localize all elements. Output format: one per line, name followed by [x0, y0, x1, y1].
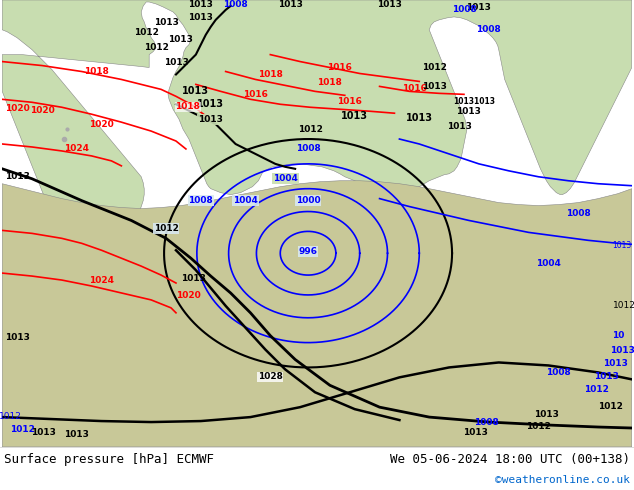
- Text: 1016: 1016: [402, 84, 427, 94]
- Text: 996: 996: [299, 247, 318, 256]
- Text: Surface pressure [hPa] ECMWF: Surface pressure [hPa] ECMWF: [4, 453, 214, 466]
- Text: 1020: 1020: [176, 291, 201, 300]
- Text: 1020: 1020: [89, 120, 114, 129]
- Text: 1016: 1016: [337, 98, 362, 106]
- Text: 1008: 1008: [295, 145, 320, 153]
- Text: 1013: 1013: [406, 113, 433, 123]
- Text: 1013: 1013: [188, 0, 213, 9]
- Text: 1012: 1012: [422, 63, 446, 72]
- Text: 1012: 1012: [0, 412, 22, 421]
- Text: 1024: 1024: [64, 144, 89, 153]
- Text: 1024: 1024: [89, 276, 114, 285]
- Text: 1013: 1013: [181, 274, 206, 283]
- Text: 1008: 1008: [476, 25, 501, 34]
- Text: 1013: 1013: [456, 107, 481, 116]
- Text: 1013: 1013: [534, 410, 559, 419]
- Text: 1013: 1013: [611, 345, 634, 355]
- Text: 1013: 1013: [612, 241, 632, 250]
- Text: 1028: 1028: [258, 372, 283, 381]
- Text: 1013: 1013: [278, 0, 302, 9]
- Text: 1020: 1020: [5, 104, 30, 113]
- Text: 1008: 1008: [474, 418, 499, 427]
- Text: 1013: 1013: [463, 428, 488, 437]
- Text: 1012: 1012: [153, 224, 179, 233]
- Text: 1012: 1012: [10, 425, 34, 434]
- Polygon shape: [2, 0, 632, 314]
- Text: 1013: 1013: [153, 18, 179, 27]
- Polygon shape: [2, 181, 632, 447]
- Text: 1013: 1013: [446, 122, 472, 131]
- Text: 1008: 1008: [188, 196, 213, 205]
- Text: We 05-06-2024 18:00 UTC (00+138): We 05-06-2024 18:00 UTC (00+138): [390, 453, 630, 466]
- Text: 1013: 1013: [422, 82, 446, 91]
- Text: 1013: 1013: [377, 0, 402, 9]
- Text: 1012: 1012: [144, 43, 169, 51]
- Text: 1013: 1013: [604, 360, 628, 368]
- Text: 1018: 1018: [84, 68, 109, 76]
- Text: 10131013: 10131013: [453, 98, 495, 106]
- Text: 1008: 1008: [223, 0, 248, 9]
- Text: 1013: 1013: [164, 57, 188, 67]
- Text: 1020: 1020: [30, 106, 55, 115]
- Text: 1018: 1018: [176, 102, 200, 111]
- Text: 1013: 1013: [5, 333, 30, 342]
- Text: 1008: 1008: [451, 5, 476, 14]
- Text: 1016: 1016: [327, 63, 353, 72]
- Text: 1012: 1012: [614, 301, 634, 310]
- Text: 1012: 1012: [297, 124, 323, 134]
- Text: ©weatheronline.co.uk: ©weatheronline.co.uk: [495, 475, 630, 485]
- Text: 1013: 1013: [198, 115, 223, 123]
- Text: 1013: 1013: [188, 13, 213, 22]
- Text: 1008: 1008: [566, 209, 590, 218]
- Text: 1013: 1013: [183, 86, 209, 97]
- Text: 1012: 1012: [134, 28, 158, 37]
- Text: 1013: 1013: [169, 35, 193, 44]
- Text: 10: 10: [612, 331, 624, 340]
- Text: 1016: 1016: [243, 90, 268, 99]
- Text: 1013: 1013: [32, 428, 56, 437]
- Text: 1012: 1012: [584, 385, 609, 394]
- Text: 1018: 1018: [258, 71, 283, 79]
- Text: 1013: 1013: [467, 3, 491, 12]
- Text: 1013: 1013: [5, 172, 30, 181]
- Text: 1004: 1004: [233, 196, 258, 205]
- Text: 1004: 1004: [536, 259, 561, 268]
- Text: 1013: 1013: [341, 111, 368, 121]
- Text: 1004: 1004: [273, 174, 297, 183]
- Text: 1013: 1013: [64, 430, 89, 439]
- Text: 1012: 1012: [598, 402, 623, 411]
- Text: 1018: 1018: [318, 78, 342, 87]
- Text: 1013: 1013: [593, 372, 618, 381]
- Text: 1012: 1012: [526, 422, 551, 431]
- Text: 1008: 1008: [546, 368, 571, 377]
- Text: 1000: 1000: [295, 196, 320, 205]
- Text: 1013: 1013: [197, 99, 224, 109]
